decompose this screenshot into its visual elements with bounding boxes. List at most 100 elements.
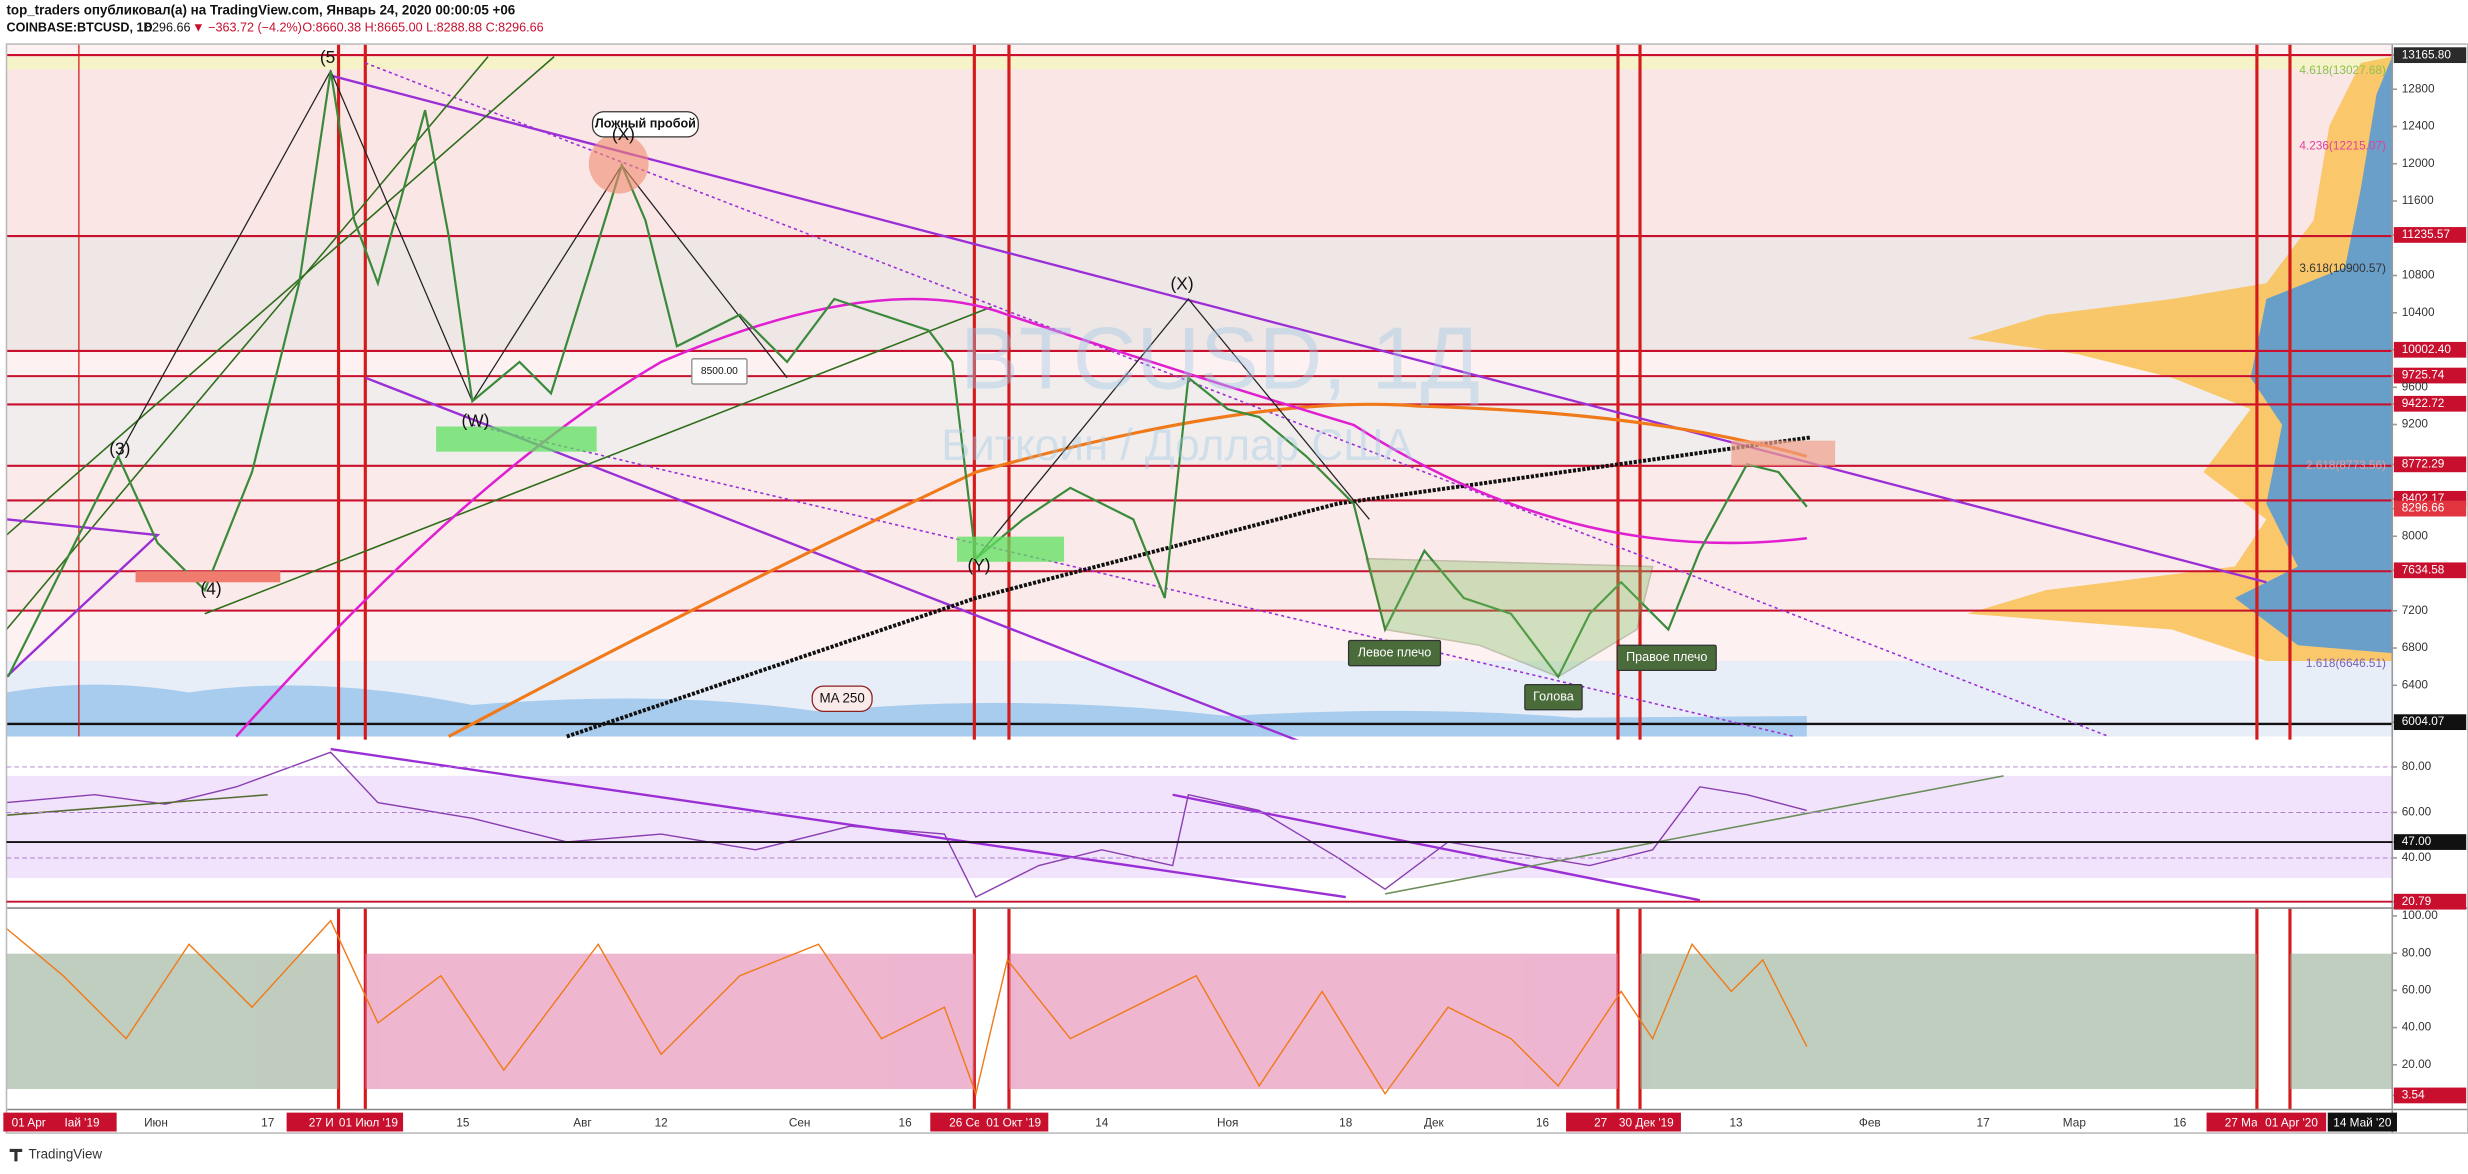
price-label-box <box>2393 456 2467 473</box>
axis-label: 6800 <box>2402 640 2429 654</box>
axis-label: 11600 <box>2402 193 2434 207</box>
price-label-box <box>2393 47 2467 64</box>
time-label: 16 <box>899 1116 913 1130</box>
time-label: Июн <box>144 1116 168 1130</box>
axis-label: 3.54 <box>2402 1088 2425 1102</box>
pattern-shape <box>1365 557 1654 678</box>
rsi-line <box>6 751 1808 898</box>
price-label-box <box>2393 834 2467 850</box>
price-label-box <box>2393 500 2467 517</box>
axis-label: 80.00 <box>2402 759 2432 773</box>
level-lines <box>6 54 2393 612</box>
axis-label: 47.00 <box>2402 834 2432 848</box>
time-label: 01 Окт '19 <box>986 1116 1041 1130</box>
annotation: Голова <box>1533 689 1574 703</box>
time-label: 30 Дек '19 <box>1619 1116 1674 1130</box>
annotation-box <box>811 685 873 712</box>
zone-band <box>6 55 2393 237</box>
axis-label: 8772.29 <box>2402 456 2445 470</box>
axis-label: 13165.80 <box>2402 47 2452 61</box>
axis-label: 60.00 <box>2402 982 2432 996</box>
annotation: (X) <box>612 124 635 144</box>
axis-label: 40.00 <box>2402 850 2432 864</box>
symbol: COINBASE:BTCUSD, 1D <box>6 21 152 35</box>
price-label-box <box>2393 1087 2467 1104</box>
annotation-box <box>591 111 699 138</box>
stoch-zones <box>6 953 2393 1090</box>
axis-label: 20.79 <box>2402 894 2432 908</box>
axis-label: 7200 <box>2402 603 2429 617</box>
zone-box <box>957 536 1065 562</box>
annotation: Ложный пробой <box>595 117 696 131</box>
time-label: 01 Apr '20 <box>2265 1116 2318 1130</box>
circle-mark <box>588 133 649 194</box>
zone-box <box>135 571 281 583</box>
axis-label: 9725.74 <box>2402 368 2445 382</box>
axis-label: 10400 <box>2402 305 2435 319</box>
fib-label: 3.618(10900.57) <box>2299 261 2386 275</box>
time-label-box <box>333 1112 404 1132</box>
annotation: (3) <box>109 439 130 459</box>
fib-label: 4.618(13027.68) <box>2299 63 2386 77</box>
time-label: 27 <box>1594 1116 1607 1130</box>
time-label: Фев <box>1859 1116 1881 1130</box>
axis-label: 10800 <box>2402 268 2435 282</box>
price-label-box <box>2393 714 2467 731</box>
stoch-line <box>6 919 1808 1097</box>
trend-lines <box>5 56 2267 899</box>
axis-label: 100.00 <box>2402 908 2439 922</box>
time-label: Ноя <box>1217 1116 1238 1130</box>
time-label: Дек <box>1424 1116 1445 1130</box>
fib-label: 2.618(8773.56) <box>2306 458 2386 472</box>
annotation: Левое плечо <box>1358 645 1432 659</box>
price-label-box <box>2393 893 2467 910</box>
axis-label: 9422.72 <box>2402 396 2445 410</box>
rsi-trend <box>330 747 1346 899</box>
price-label-box <box>2393 367 2467 384</box>
volume-profile <box>2234 56 2393 654</box>
time-label-box <box>1611 1112 1681 1132</box>
annotation-box <box>1524 683 1583 711</box>
time-label: 17 <box>261 1116 274 1130</box>
price-label-box <box>2393 395 2467 412</box>
time-label: Мар <box>2063 1116 2087 1130</box>
annotation-box <box>691 358 748 385</box>
time-label: 14 Май '20 <box>2333 1116 2392 1130</box>
time-label: 13 <box>1729 1116 1743 1130</box>
time-label: 14 <box>1095 1116 1109 1130</box>
fib-label: 4.236(12215.07) <box>2299 138 2386 152</box>
axis-label: 6004.07 <box>2402 714 2445 728</box>
axis-label: 6400 <box>2402 677 2429 691</box>
annotation: 8500.00 <box>701 366 738 377</box>
annotation-box <box>1347 639 1442 667</box>
axis-label: 12000 <box>2402 156 2435 170</box>
axis-label: 12800 <box>2402 81 2435 95</box>
annotation-box <box>1616 644 1717 672</box>
price-label-box <box>2393 227 2467 243</box>
price-label-box <box>2393 341 2467 358</box>
watermark-symbol: BTCUSD, 1Д <box>960 308 1480 407</box>
rsi-trend <box>1384 775 2004 895</box>
axis-label: 7634.58 <box>2402 562 2445 576</box>
annotation: (W) <box>462 410 490 430</box>
axis-label: 20.00 <box>2402 1057 2432 1071</box>
rsi-trend <box>6 793 268 816</box>
time-label: 16 <box>1536 1116 1550 1130</box>
time-label-box <box>47 1112 117 1132</box>
time-label: 17 <box>1977 1116 1990 1130</box>
logo <box>9 1148 23 1162</box>
time-label: 01 Июл '19 <box>339 1116 398 1130</box>
time-label: 18 <box>1339 1116 1353 1130</box>
annotation: MA 250 <box>819 690 864 705</box>
time-label: 12 <box>655 1116 668 1130</box>
time-label: Авг <box>573 1116 591 1130</box>
annotation: (4) <box>201 579 222 599</box>
author-line: top_traders опубликовал(а) на TradingVie… <box>6 3 515 18</box>
axis-label: 8000 <box>2402 528 2429 542</box>
axis-label: 11235.57 <box>2402 227 2450 241</box>
annotation: (X) <box>1171 273 1194 293</box>
rsi-band <box>6 775 2393 879</box>
axis-label: 8296.66 <box>2402 501 2445 515</box>
last-price: 8296.66 <box>145 21 190 35</box>
